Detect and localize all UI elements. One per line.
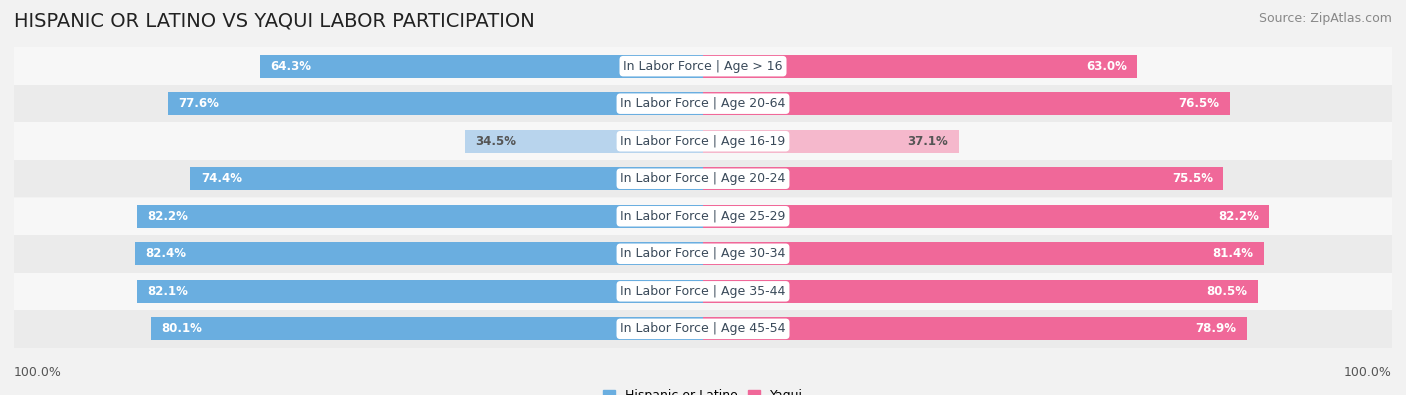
Bar (703, 273, 1392, 310)
Text: In Labor Force | Age 25-29: In Labor Force | Age 25-29 (620, 210, 786, 223)
Text: 80.1%: 80.1% (162, 322, 202, 335)
Text: In Labor Force | Age 16-19: In Labor Force | Age 16-19 (620, 135, 786, 148)
Bar (260, 55, 703, 78)
Text: 82.2%: 82.2% (148, 210, 188, 223)
Text: 75.5%: 75.5% (1171, 172, 1213, 185)
Text: 37.1%: 37.1% (907, 135, 948, 148)
Bar (169, 92, 703, 115)
Bar (703, 160, 1392, 198)
Bar (703, 280, 1257, 303)
Text: 64.3%: 64.3% (270, 60, 311, 73)
Bar (703, 310, 1392, 348)
Bar (703, 55, 1137, 78)
Bar (135, 242, 703, 265)
Text: In Labor Force | Age 45-54: In Labor Force | Age 45-54 (620, 322, 786, 335)
Text: 63.0%: 63.0% (1085, 60, 1126, 73)
Bar (136, 205, 703, 228)
Text: In Labor Force | Age 20-24: In Labor Force | Age 20-24 (620, 172, 786, 185)
Text: 80.5%: 80.5% (1206, 285, 1247, 298)
Legend: Hispanic or Latino, Yaqui: Hispanic or Latino, Yaqui (598, 384, 808, 395)
Bar (14, 198, 703, 235)
Bar (703, 85, 1392, 122)
Text: 82.2%: 82.2% (1218, 210, 1258, 223)
Text: In Labor Force | Age 35-44: In Labor Force | Age 35-44 (620, 285, 786, 298)
Bar (703, 198, 1392, 235)
Bar (14, 85, 703, 122)
Bar (152, 317, 703, 340)
Bar (703, 167, 1223, 190)
Text: 77.6%: 77.6% (179, 97, 219, 110)
Bar (138, 280, 703, 303)
Text: 76.5%: 76.5% (1178, 97, 1219, 110)
Text: 74.4%: 74.4% (201, 172, 242, 185)
Text: HISPANIC OR LATINO VS YAQUI LABOR PARTICIPATION: HISPANIC OR LATINO VS YAQUI LABOR PARTIC… (14, 12, 534, 31)
Bar (190, 167, 703, 190)
Bar (703, 92, 1230, 115)
Text: In Labor Force | Age 30-34: In Labor Force | Age 30-34 (620, 247, 786, 260)
Text: 78.9%: 78.9% (1195, 322, 1236, 335)
Bar (14, 122, 703, 160)
Bar (14, 160, 703, 198)
Text: 100.0%: 100.0% (1344, 366, 1392, 379)
Text: In Labor Force | Age 20-64: In Labor Force | Age 20-64 (620, 97, 786, 110)
Bar (465, 130, 703, 153)
Text: 82.4%: 82.4% (146, 247, 187, 260)
Bar (703, 122, 1392, 160)
Text: 81.4%: 81.4% (1212, 247, 1254, 260)
Text: Source: ZipAtlas.com: Source: ZipAtlas.com (1258, 12, 1392, 25)
Text: In Labor Force | Age > 16: In Labor Force | Age > 16 (623, 60, 783, 73)
Bar (703, 242, 1264, 265)
Text: 82.1%: 82.1% (148, 285, 188, 298)
Text: 34.5%: 34.5% (475, 135, 516, 148)
Bar (703, 317, 1247, 340)
Bar (703, 205, 1270, 228)
Bar (14, 235, 703, 273)
Bar (703, 130, 959, 153)
Bar (703, 235, 1392, 273)
Text: 100.0%: 100.0% (14, 366, 62, 379)
Bar (14, 273, 703, 310)
Bar (14, 310, 703, 348)
Bar (703, 47, 1392, 85)
Bar (14, 47, 703, 85)
